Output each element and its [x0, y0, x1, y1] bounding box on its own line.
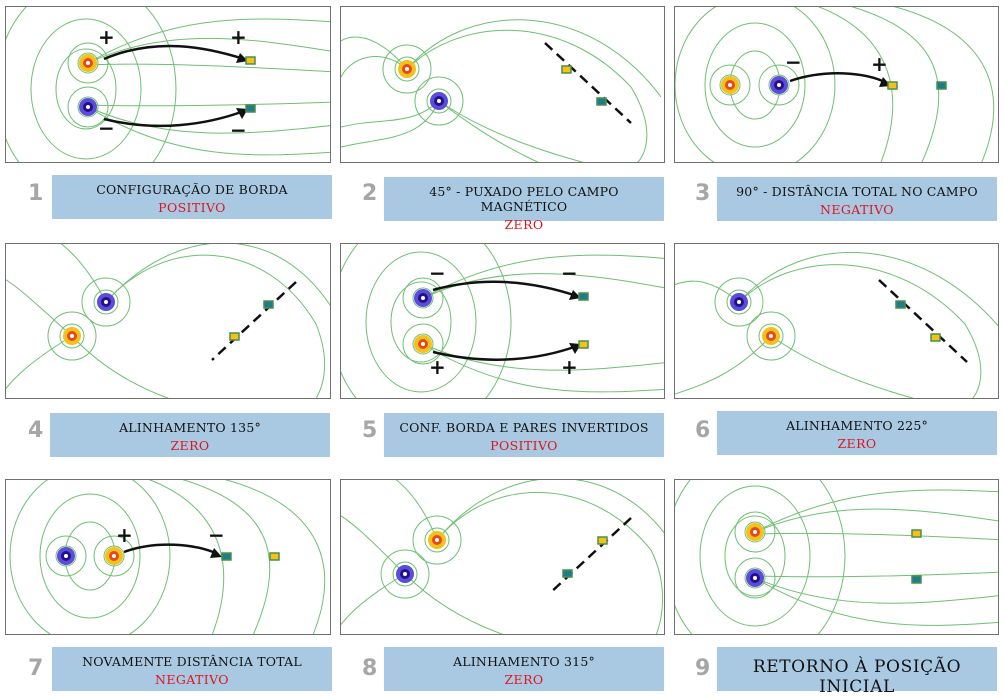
field-diagram-7: + −: [9, 480, 326, 634]
sensor-marker: [911, 575, 922, 584]
caption-result: NEGATIVO: [155, 672, 229, 687]
sensor-marker: [887, 81, 898, 90]
alignment-line: [211, 281, 297, 361]
caption-result: POSITIVO: [490, 438, 558, 453]
field-diagram-4: [6, 244, 330, 398]
caption-box: CONFIGURAÇÃO DE BORDA POSITIVO: [52, 175, 332, 219]
alignment-line: [878, 279, 968, 363]
diagram-panel-5: − − + +: [340, 243, 665, 399]
diagram-panel-1: + + − −: [5, 6, 331, 163]
motion-arrow: [103, 44, 245, 61]
caption-result: ZERO: [504, 217, 544, 232]
sensor-marker: [562, 569, 573, 578]
sensor-marker: [578, 292, 589, 301]
caption-title: CONFIGURAÇÃO DE BORDA: [96, 182, 288, 197]
field-diagram-1: + + − −: [6, 7, 330, 162]
caption-box: CONF. BORDA E PARES INVERTIDOS POSITIVO: [384, 413, 664, 457]
step-number: 5: [362, 418, 378, 443]
sensor-marker: [597, 536, 608, 545]
sign-label: +: [871, 52, 888, 76]
sensor-marker: [245, 104, 256, 113]
step-number: 1: [28, 181, 44, 206]
caption-result: ZERO: [504, 672, 544, 687]
sensor-marker: [221, 552, 232, 561]
motion-arrow: [123, 543, 219, 556]
alignment-line: [548, 517, 632, 595]
caption-title: ALINHAMENTO 315°: [453, 654, 595, 669]
caption-box: ALINHAMENTO 315° ZERO: [384, 647, 664, 691]
sign-label: −: [230, 118, 247, 142]
step-number: 8: [362, 656, 378, 681]
caption-result: NEGATIVO: [820, 202, 894, 217]
sign-label: −: [561, 261, 578, 285]
sign-label: +: [98, 25, 115, 49]
sensor-marker: [596, 97, 607, 106]
step-number: 2: [362, 181, 378, 206]
motion-arrow: [103, 109, 245, 128]
diagram-panel-4: [5, 243, 331, 399]
caption-title: NOVAMENTE DISTÂNCIA TOTAL: [82, 654, 302, 669]
caption-title: CONF. BORDA E PARES INVERTIDOS: [399, 420, 649, 435]
field-diagram-6: [675, 252, 998, 398]
step-number: 7: [28, 656, 44, 681]
alignment-line: [544, 42, 632, 124]
motion-arrow: [432, 280, 578, 298]
caption-result: ZERO: [170, 438, 210, 453]
sign-label: +: [116, 523, 133, 547]
caption-box: 45° - PUXADO PELO CAMPO MAGNÉTICO ZERO: [384, 177, 664, 232]
sign-label: −: [429, 261, 446, 285]
caption-title: 45° - PUXADO PELO CAMPO MAGNÉTICO: [429, 184, 619, 214]
diagram-panel-3: − +: [674, 6, 999, 163]
step-number: 6: [695, 418, 711, 443]
field-diagram-2: [341, 19, 662, 162]
sensor-marker: [229, 332, 240, 341]
field-diagram-3: − +: [675, 7, 995, 162]
caption-box: ALINHAMENTO 135° ZERO: [50, 413, 330, 457]
sensor-marker: [936, 81, 947, 90]
caption-title: ALINHAMENTO 135°: [119, 420, 261, 435]
sensor-marker: [578, 340, 589, 349]
diagram-panel-9: [674, 479, 999, 635]
sensor-marker: [245, 56, 256, 65]
sensor-marker: [895, 300, 906, 309]
field-diagram-5: − − + +: [341, 244, 664, 398]
caption-box: ALINHAMENTO 225° ZERO: [717, 411, 997, 455]
diagram-panel-6: [674, 243, 999, 399]
caption-box: NOVAMENTE DISTÂNCIA TOTAL NEGATIVO: [52, 647, 332, 691]
sensor-marker: [930, 333, 941, 342]
motion-arrow: [432, 344, 578, 361]
caption-title: 90° - DISTÂNCIA TOTAL NO CAMPO: [736, 184, 978, 199]
sensor-marker: [269, 552, 280, 561]
field-diagram-9: [675, 480, 998, 634]
step-number: 9: [695, 656, 711, 681]
sensor-marker: [263, 300, 274, 309]
caption-title: RETORNO À POSIÇÃO INICIAL: [752, 657, 962, 697]
diagram-panel-2: [340, 6, 665, 163]
caption-title: ALINHAMENTO 225°: [786, 418, 928, 433]
sign-label: +: [230, 25, 247, 49]
caption-result: POSITIVO: [158, 200, 226, 215]
step-number: 4: [28, 418, 44, 443]
field-diagram-8: [341, 480, 664, 634]
sensor-marker: [911, 529, 922, 538]
motion-arrow: [789, 72, 888, 85]
diagram-panel-8: [340, 479, 665, 635]
caption-box: 90° - DISTÂNCIA TOTAL NO CAMPO NEGATIVO: [717, 177, 997, 221]
sign-label: −: [208, 523, 225, 547]
sign-label: +: [429, 355, 446, 379]
caption-result: ZERO: [837, 436, 877, 451]
sign-label: +: [561, 355, 578, 379]
sensor-marker: [561, 65, 572, 74]
sign-label: −: [98, 116, 115, 140]
sign-label: −: [785, 50, 802, 74]
diagram-panel-7: + −: [5, 479, 331, 635]
step-number: 3: [695, 181, 711, 206]
caption-box: RETORNO À POSIÇÃO INICIAL: [717, 647, 997, 697]
